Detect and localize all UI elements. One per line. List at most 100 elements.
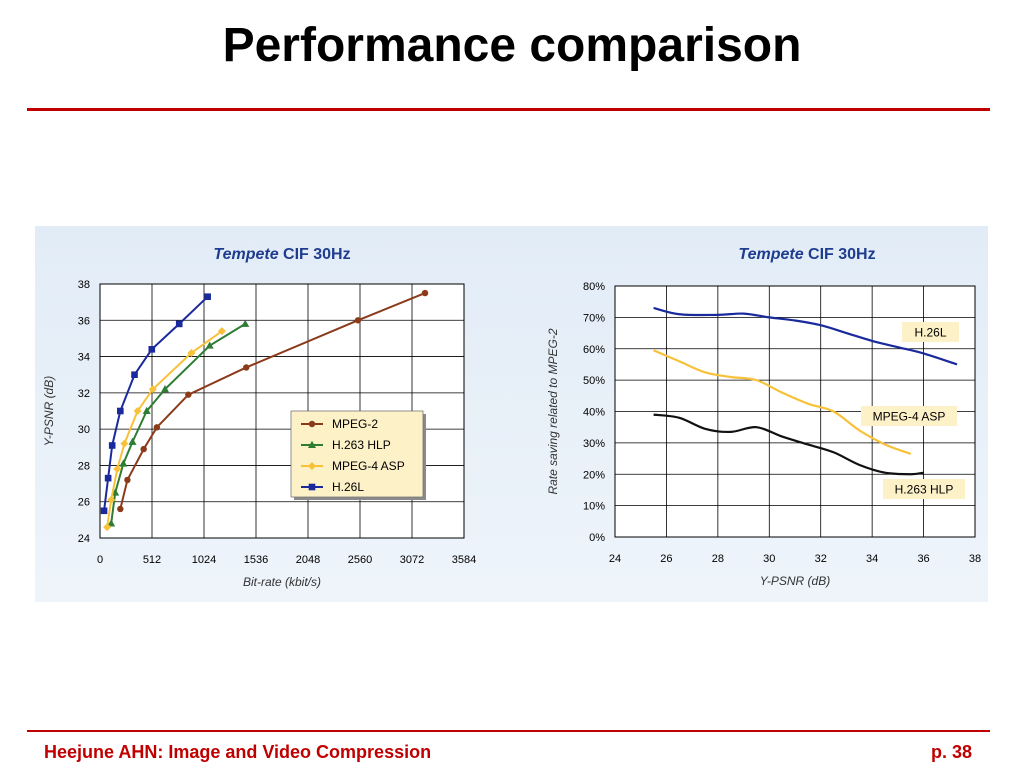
chart1-y-axis-label: Rate saving related to MPEG-2 [546,328,560,494]
chart0-data-point-mpeg-4-asp [103,523,112,532]
chart0-series-h-26l [100,293,211,515]
chart1-x-tick-label: 38 [969,553,981,565]
chart0-data-point-mpeg-4-asp [217,327,226,336]
chart-rate-saving: Tempete CIF 30Hz 24 26 28 30 32 34 36 38 0% 10% 20%… [546,246,981,588]
chart0-legend: MPEG-2 H.263 HLP MPEG-4 ASP H.26L [290,410,426,500]
chart1-annotation-label: MPEG-4 ASP [873,410,946,424]
chart0-series-mpeg-4-asp [103,327,226,532]
chart0-data-point-mpeg-4-asp [107,495,116,504]
chart0-series-line-h-26l [103,295,209,511]
chart0-data-point-mpeg-2 [140,445,147,453]
chart0-data-point-mpeg-4-asp [113,465,122,474]
chart1-x-tick-label: 24 [609,553,621,565]
chart1-y-tick-label: 20% [583,469,605,481]
chart0-data-point-mpeg-2 [421,289,429,297]
chart0-series-line-h-263-hlp [110,323,246,524]
chart1-annotation-box [861,406,957,426]
chart1-series-h-26l [653,306,958,366]
chart0-y-tick-label: 36 [78,315,90,327]
chart0-series-mpeg-2 [117,289,429,513]
chart0-y-axis-label: Y-PSNR (dB) [42,376,56,446]
chart-psnr-vs-bitrate: Tempete CIF 30Hz 0 512 1024 1536 2048 2560 3072… [42,246,476,589]
chart1-x-axis-label: Y-PSNR (dB) [760,574,830,588]
chart1-x-tick-label: 28 [712,553,724,565]
chart1-y-tick-label: 70% [583,312,605,324]
chart1-y-tick-label: 10% [583,501,605,513]
chart1-annotation-h-263-hlp: H.263 HLP [883,479,965,499]
chart0-series-h-263-hlp [107,319,250,527]
chart0-data-point-h-26l [148,346,156,353]
chart1-x-tick-label: 34 [866,553,878,565]
chart0-data-point-mpeg-2 [117,505,124,513]
chart0-data-point-h-263-hlp [107,519,116,527]
chart0-title-rest: CIF 30Hz [279,246,351,263]
footer-divider [27,730,990,732]
chart1-series-line-h-26l [653,306,958,366]
chart1-x-tick-label: 32 [815,553,827,565]
chart0-y-tick-label: 32 [78,388,90,400]
chart1-title-rest: CIF 30Hz [804,246,876,263]
chart0-x-axis-label: Bit-rate (kbit/s) [243,575,321,589]
chart0-data-point-h-26l [131,371,138,379]
chart0-data-point-mpeg-2 [243,364,250,371]
chart1-annotation-mpeg-4-asp: MPEG-4 ASP [861,406,957,426]
chart0-data-point-h-263-hlp [128,437,137,445]
chart1-x-tick-label: 30 [763,553,775,565]
charts-figure: Tempete CIF 30Hz 0 512 1024 1536 2048 2560 3072… [42,246,981,589]
title-divider [27,108,990,111]
chart0-data-point-mpeg-4-asp [187,348,196,357]
chart1-series-line-mpeg-4-asp [653,349,912,455]
chart0-legend-swatch-marker [308,440,316,448]
chart0-data-point-h-263-hlp [119,459,128,467]
chart0-series-line-mpeg-2 [119,292,426,510]
chart1-title-italic: Tempete [738,246,803,263]
chart0-data-point-mpeg-4-asp [148,385,157,394]
chart1-y-tick-label: 40% [583,407,605,419]
chart0-x-tick-label: 3072 [400,554,424,566]
chart0-x-tick-label: 1024 [192,554,216,566]
chart0-title-italic: Tempete [213,246,278,263]
chart1-annotation-box [883,479,965,499]
chart0-series-line-mpeg-4-asp [106,330,223,528]
chart0-y-tick-label: 38 [78,279,90,291]
chart0-legend-entry-h-26l: H.26L [332,480,364,494]
footer-course-title: Heejune AHN: Image and Video Compression [44,742,432,762]
chart0-x-tick-label: 3584 [452,554,476,566]
chart0-data-point-mpeg-4-asp [133,407,142,415]
chart0-legend-entry-mpeg-4-asp: MPEG-4 ASP [332,459,405,473]
chart1-y-tick-label: 30% [583,438,605,450]
chart0-data-point-h-26l [175,320,183,328]
chart1-y-tick-label: 50% [583,375,605,387]
chart1-series-line-h-263-hlp [653,413,924,476]
chart0-legend-swatch-marker [308,483,316,491]
chart0-x-tick-label: 2560 [348,554,372,566]
chart0-data-point-h-26l [108,442,116,449]
chart1-title: Tempete CIF 30Hz [738,246,875,263]
slide-title: Performance comparison [222,19,802,72]
chart1-annotation-box [902,322,959,342]
chart0-legend-swatch-marker [308,462,316,470]
chart0-data-point-mpeg-4-asp [120,439,129,448]
chart1-y-tick-label: 0% [589,532,605,544]
chart0-x-tick-label: 1536 [244,554,268,566]
chart0-y-tick-label: 26 [78,497,90,509]
chart1-series-mpeg-4-asp [653,349,912,455]
chart0-y-tick-label: 30 [78,424,90,436]
chart0-x-tick-label: 2048 [296,554,320,566]
chart0-y-tick-label: 28 [78,460,90,472]
chart0-y-tick-label: 24 [78,533,90,545]
chart1-annotation-label: H.26L [914,326,946,340]
chart1-x-tick-label: 26 [660,553,672,565]
chart1-y-tick-label: 60% [583,344,605,356]
chart0-y-tick-label: 34 [78,352,90,364]
chart0-data-point-mpeg-2 [153,424,161,431]
chart0-legend-swatch-marker [308,420,316,428]
chart1-annotation-label: H.263 HLP [895,483,954,497]
chart0-data-point-mpeg-2 [354,317,362,324]
chart1-series-h-263-hlp [653,413,924,476]
chart0-data-point-h-26l [100,507,108,515]
chart0-legend-entry-h-263-hlp: H.263 HLP [332,438,391,452]
chart0-title: Tempete CIF 30Hz [213,246,350,263]
chart1-x-tick-label: 36 [917,553,929,565]
chart0-data-point-h-26l [204,293,211,300]
